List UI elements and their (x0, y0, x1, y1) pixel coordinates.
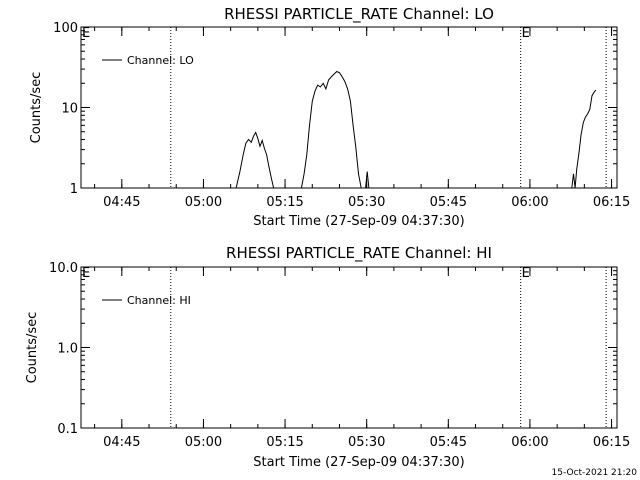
y-tick-label: 10.0 (49, 261, 78, 276)
plot-frame (80, 266, 618, 429)
time-marker-label: E (522, 266, 530, 281)
y-axis-label: Counts/sec (25, 312, 40, 384)
x-tick-label: 05:45 (430, 195, 467, 210)
legend-label: Channel: LO (127, 54, 194, 67)
y-axis-label: Counts/sec (29, 72, 44, 144)
y-tick-label: 1.0 (57, 342, 78, 357)
corner-label: E (82, 266, 90, 281)
legend-label: Channel: HI (127, 294, 191, 307)
y-tick-label: 100 (53, 21, 78, 36)
x-tick-label: 05:15 (266, 435, 303, 450)
y-tick-label: 0.1 (57, 422, 78, 437)
footer-timestamp: 15-Oct-2021 21:20 (552, 468, 638, 478)
chart-panel-1: RHESSI PARTICLE_RATE Channel: LO 1 10 100 Co… (29, 5, 630, 229)
x-tick-label: 04:45 (103, 435, 140, 450)
series-line-segment (571, 89, 597, 189)
x-tick-label: 06:00 (511, 435, 548, 450)
chart-title: RHESSI PARTICLE_RATE Channel: HI (226, 244, 492, 263)
x-tick-label: 04:45 (103, 195, 140, 210)
x-tick-label: 06:15 (593, 195, 630, 210)
series-line-segment (235, 131, 275, 189)
x-tick-label: 05:30 (348, 195, 385, 210)
x-tick-label: 05:00 (185, 435, 222, 450)
y-tick-label: 10 (61, 102, 78, 117)
x-tick-label: 06:15 (593, 435, 630, 450)
series-line-segment (365, 171, 370, 189)
x-tick-label: 05:00 (185, 195, 222, 210)
time-marker-label: E (522, 26, 530, 41)
x-tick-label: 05:15 (266, 195, 303, 210)
corner-label: E (82, 26, 90, 41)
chart-title: RHESSI PARTICLE_RATE Channel: LO (224, 5, 494, 24)
x-axis-label: Start Time (27-Sep-09 04:37:30) (253, 455, 464, 470)
plot-frame (80, 26, 618, 189)
x-tick-label: 06:00 (511, 195, 548, 210)
series-line-segment (300, 70, 362, 189)
x-axis-label: Start Time (27-Sep-09 04:37:30) (253, 214, 464, 229)
y-tick-label: 1 (70, 182, 78, 197)
x-tick-label: 05:45 (430, 435, 467, 450)
chart-panel-2: RHESSI PARTICLE_RATE Channel: HI 0.1 1.0 10… (25, 244, 630, 470)
x-tick-label: 05:30 (348, 435, 385, 450)
